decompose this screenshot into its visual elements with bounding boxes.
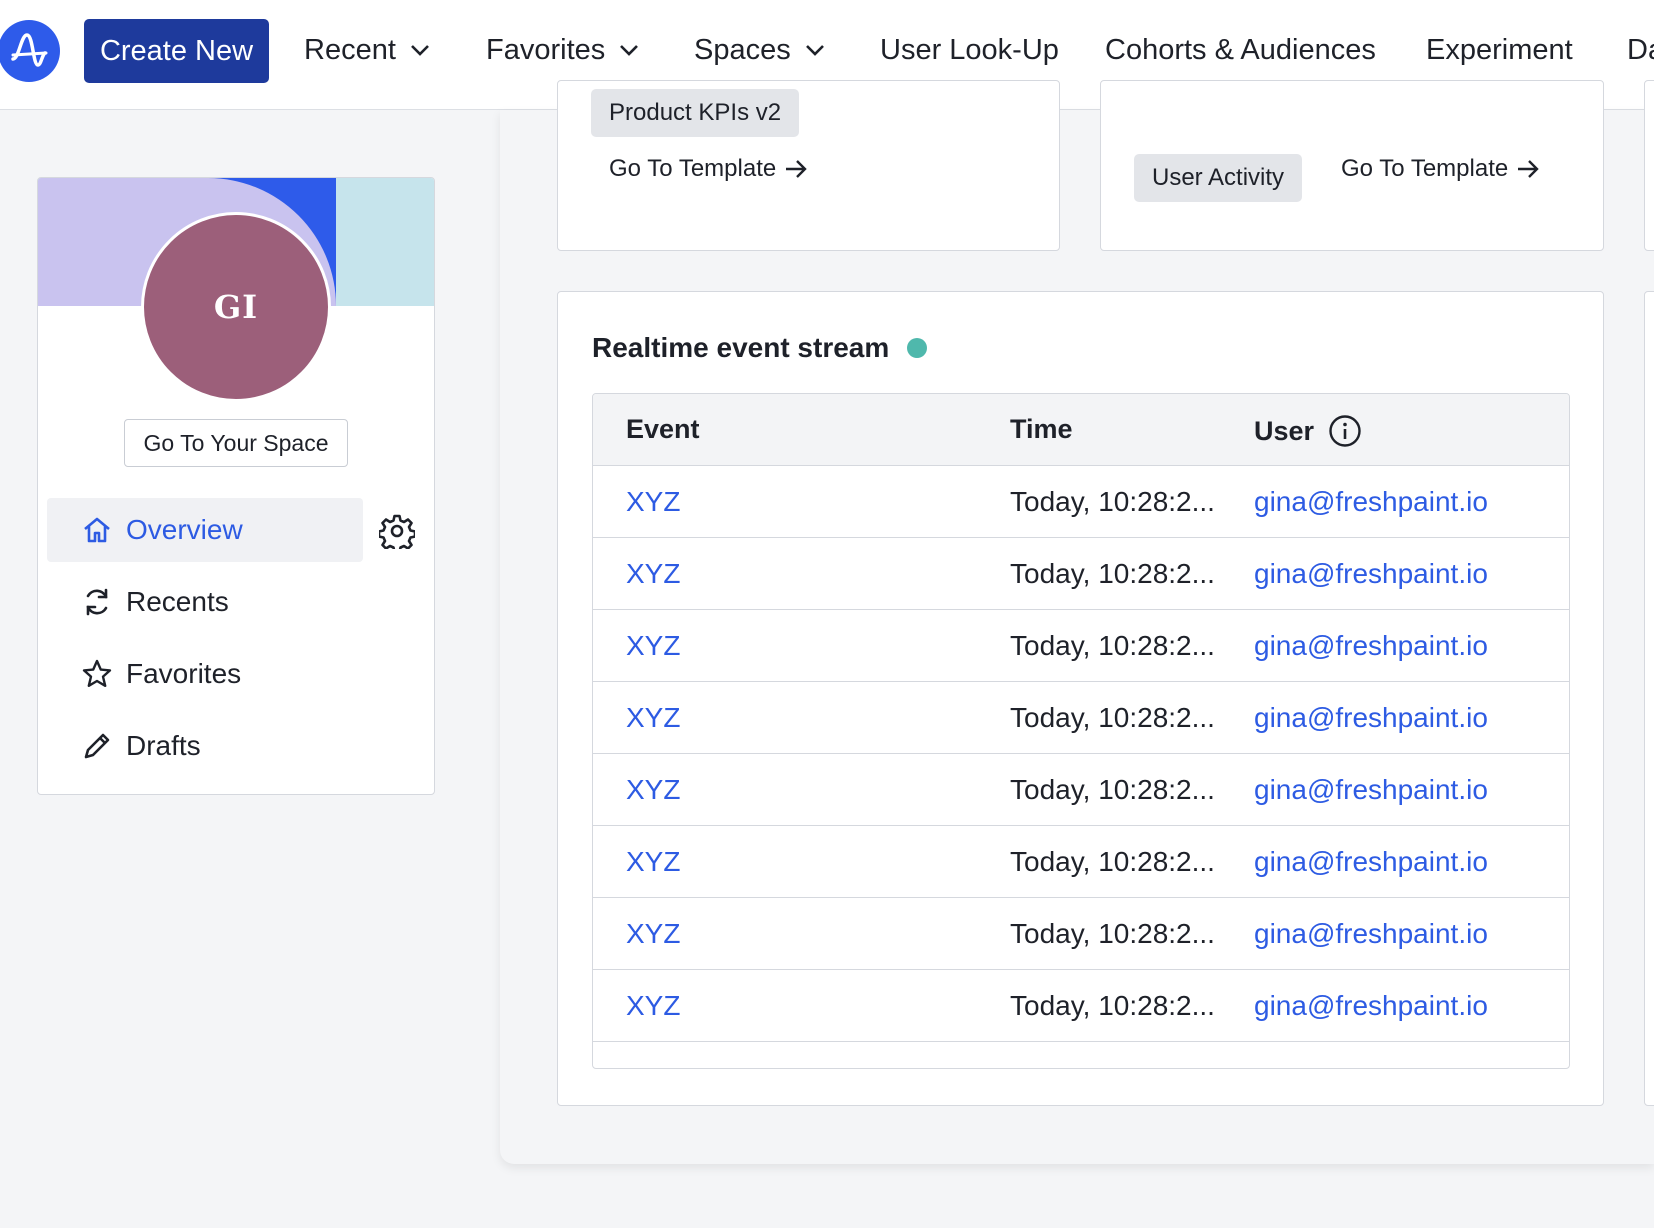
nav-experiment[interactable]: Experiment [1426, 28, 1573, 72]
table-row: XYZ Today, 10:28:2... gina@freshpaint.io [593, 682, 1569, 754]
sidebar-item-favorites[interactable]: Favorites [47, 642, 363, 706]
nav-spaces-label: Spaces [694, 33, 791, 66]
go-to-your-space-button[interactable]: Go To Your Space [124, 419, 348, 467]
create-new-button[interactable]: Create New [84, 19, 269, 83]
event-time: Today, 10:28:2... [1010, 486, 1215, 517]
go-to-template-label: Go To Template [1341, 155, 1509, 182]
avatar: GI [141, 212, 331, 402]
go-to-template-link[interactable]: Go To Template [1341, 155, 1540, 183]
event-time: Today, 10:28:2... [1010, 774, 1215, 805]
chevron-down-icon [410, 45, 429, 56]
template-card: Product KPIs v2 Go To Template [557, 80, 1060, 251]
go-to-template-label: Go To Template [609, 155, 777, 182]
sidebar-item-recents[interactable]: Recents [47, 570, 363, 634]
star-icon [80, 657, 114, 691]
nav-favorites[interactable]: Favorites [486, 28, 639, 72]
arrow-right-icon [786, 160, 807, 178]
event-link[interactable]: XYZ [626, 774, 681, 805]
chevron-down-icon [620, 45, 639, 56]
live-status-dot [907, 338, 928, 358]
nav-recent-label: Recent [304, 33, 396, 66]
nav-cohorts-label: Cohorts & Audiences [1105, 33, 1376, 66]
table-header: Event Time User [593, 394, 1569, 466]
column-header-user: User [1254, 414, 1362, 448]
amplitude-logo-icon[interactable] [0, 20, 60, 82]
sidebar-item-label: Drafts [126, 730, 201, 761]
profile-card: GI Go To Your Space Overview Recents Fav… [37, 177, 435, 795]
nav-recent[interactable]: Recent [304, 28, 430, 72]
column-header-time: Time [1010, 414, 1073, 444]
table-row: XYZ Today, 10:28:2... gina@freshpaint.io [593, 466, 1569, 538]
user-link[interactable]: gina@freshpaint.io [1254, 774, 1488, 805]
event-link[interactable]: XYZ [626, 630, 681, 661]
pencil-icon [80, 729, 114, 763]
event-time: Today, 10:28:2... [1010, 702, 1215, 733]
nav-user-lookup-label: User Look-Up [880, 33, 1059, 66]
nav-spaces[interactable]: Spaces [694, 28, 825, 72]
sidebar-item-label: Recents [126, 586, 229, 617]
event-link[interactable]: XYZ [626, 918, 681, 949]
event-time: Today, 10:28:2... [1010, 558, 1215, 589]
adjacent-card-peek [1644, 291, 1654, 1106]
home-icon [80, 513, 114, 547]
stream-header: Realtime event stream [592, 332, 928, 364]
template-card-peek [1644, 80, 1654, 251]
nav-user-lookup[interactable]: User Look-Up [880, 28, 1059, 72]
sidebar-item-overview[interactable]: Overview [47, 498, 363, 562]
nav-cohorts-audiences[interactable]: Cohorts & Audiences [1105, 28, 1376, 72]
user-link[interactable]: gina@freshpaint.io [1254, 630, 1488, 661]
info-icon[interactable] [1328, 414, 1362, 448]
stream-title: Realtime event stream [592, 332, 890, 363]
event-link[interactable]: XYZ [626, 486, 681, 517]
template-chip: User Activity [1134, 154, 1303, 202]
table-row: XYZ Today, 10:28:2... gina@freshpaint.io [593, 754, 1569, 826]
nav-favorites-label: Favorites [486, 33, 606, 66]
column-header-event: Event [626, 414, 700, 444]
user-link[interactable]: gina@freshpaint.io [1254, 846, 1488, 877]
event-link[interactable]: XYZ [626, 990, 681, 1021]
event-link[interactable]: XYZ [626, 558, 681, 589]
event-link[interactable]: XYZ [626, 846, 681, 877]
table-row: XYZ Today, 10:28:2... gina@freshpaint.io [593, 538, 1569, 610]
refresh-icon [80, 585, 114, 619]
event-time: Today, 10:28:2... [1010, 918, 1215, 949]
top-nav: Create New Recent Favorites Spaces User … [0, 0, 1654, 110]
table-row: XYZ Today, 10:28:2... gina@freshpaint.io [593, 970, 1569, 1042]
sidebar-item-label: Favorites [126, 658, 242, 689]
event-time: Today, 10:28:2... [1010, 846, 1215, 877]
gear-icon[interactable] [379, 513, 415, 549]
user-link[interactable]: gina@freshpaint.io [1254, 486, 1488, 517]
user-link[interactable]: gina@freshpaint.io [1254, 918, 1488, 949]
nav-data-label: Da [1627, 33, 1654, 66]
event-table: Event Time User XYZ Today, 10:28:2... gi… [592, 393, 1570, 1069]
go-to-template-link[interactable]: Go To Template [609, 155, 808, 183]
nav-data-truncated[interactable]: Da [1627, 28, 1654, 72]
table-row: XYZ Today, 10:28:2... gina@freshpaint.io [593, 898, 1569, 970]
user-link[interactable]: gina@freshpaint.io [1254, 558, 1488, 589]
table-row: XYZ Today, 10:28:2... gina@freshpaint.io [593, 826, 1569, 898]
chevron-down-icon [805, 45, 824, 56]
arrow-right-icon [1518, 160, 1539, 178]
event-time: Today, 10:28:2... [1010, 990, 1215, 1021]
template-chip: Product KPIs v2 [591, 89, 800, 137]
user-link[interactable]: gina@freshpaint.io [1254, 702, 1488, 733]
template-card: User Activity Go To Template [1100, 80, 1604, 251]
column-header-user-label: User [1254, 415, 1315, 446]
table-row: XYZ Today, 10:28:2... gina@freshpaint.io [593, 610, 1569, 682]
nav-experiment-label: Experiment [1426, 33, 1573, 66]
realtime-event-stream-card: Realtime event stream Event Time User XY… [557, 291, 1604, 1106]
sidebar-item-drafts[interactable]: Drafts [47, 714, 363, 778]
event-link[interactable]: XYZ [626, 702, 681, 733]
event-time: Today, 10:28:2... [1010, 630, 1215, 661]
user-link[interactable]: gina@freshpaint.io [1254, 990, 1488, 1021]
sidebar-item-label: Overview [126, 514, 243, 545]
